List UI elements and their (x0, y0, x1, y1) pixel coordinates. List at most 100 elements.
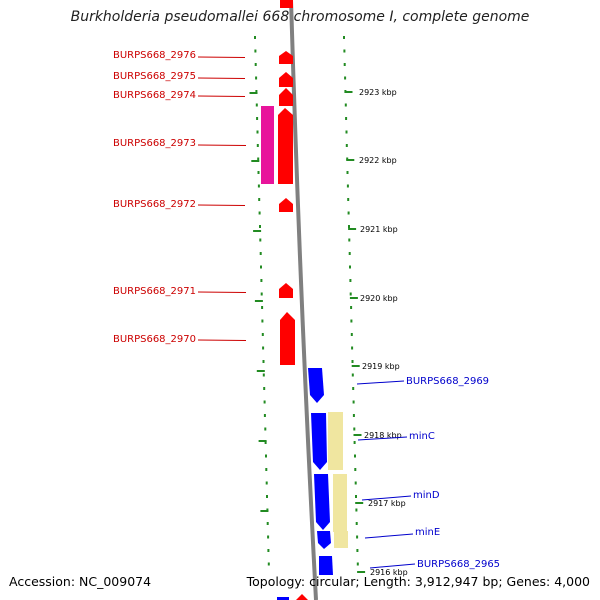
gene-mine (317, 531, 331, 549)
scale-label: 2922 kbp (359, 156, 397, 165)
ring-dot (351, 346, 354, 350)
ring-major-tick (260, 510, 269, 512)
scale-label: 2919 kbp (362, 362, 400, 371)
label-leader-line (197, 77, 246, 79)
ring-dot (266, 495, 268, 498)
gene-mind-alt (333, 474, 347, 532)
ring-dot (259, 238, 262, 242)
ring-dot (256, 130, 259, 134)
ring-dot (343, 36, 345, 39)
ring-dot (261, 306, 264, 309)
ring-dot (343, 49, 346, 53)
ring-major-tick (253, 230, 262, 232)
label-leader-line (364, 533, 414, 539)
ring-dot (255, 76, 258, 80)
gene-label[interactable]: BURPS668_2969 (406, 376, 489, 387)
label-leader-line (356, 380, 405, 385)
gene-label[interactable]: BURPS668_2974 (113, 90, 196, 101)
gene-label[interactable]: BURPS668_2971 (113, 286, 196, 297)
gene-label[interactable]: BURPS668_2976 (113, 50, 196, 61)
scale-major-tick (353, 434, 362, 436)
ring-dot (265, 481, 268, 485)
reverse-genes (277, 368, 348, 600)
ring-dot (257, 184, 260, 188)
ring-dot (354, 454, 356, 458)
ring-major-tick (256, 370, 265, 372)
genome-backbone (289, 0, 318, 600)
gene-bottom-partial-blue (277, 597, 289, 600)
ring-dot (261, 319, 264, 323)
gene-bottom-partial (296, 594, 308, 600)
label-leader-line (197, 95, 246, 97)
ring-dot (255, 103, 258, 107)
ring-dot (349, 279, 352, 282)
gene-label[interactable]: minE (415, 527, 440, 538)
ring-dot (345, 144, 348, 147)
ring-dot (255, 90, 258, 93)
ring-dot (266, 522, 269, 525)
gene-label[interactable]: BURPS668_2973 (113, 138, 196, 149)
scale-major-tick (344, 91, 353, 93)
scale-major-tick (346, 159, 355, 161)
ring-dot (265, 468, 268, 471)
gene-label[interactable]: BURPS668_2972 (113, 199, 196, 210)
label-leader-line (369, 563, 416, 569)
ring-dot (264, 441, 267, 444)
forward-gene-labels: BURPS668_2976 BURPS668_2975 BURPS668_2974 B… (113, 50, 247, 345)
gene-label[interactable]: minC (409, 431, 435, 442)
ring-dot (264, 427, 267, 431)
scale-major-tick (348, 228, 357, 230)
ring-dot (267, 535, 270, 539)
forward-genes (261, 0, 308, 600)
ring-dot (258, 198, 261, 201)
gene-burps668-2972 (279, 198, 293, 212)
gene-label[interactable]: minD (413, 490, 440, 501)
ring-dot (267, 549, 270, 552)
ring-dot (256, 144, 259, 147)
ring-major-tick (254, 300, 263, 302)
ring-dot (350, 319, 353, 323)
gene-label[interactable]: BURPS668_2965 (417, 559, 500, 570)
scale-major-tick (349, 297, 358, 299)
scale-label: 2923 kbp (359, 88, 397, 97)
gene-burps668-2976 (279, 51, 293, 64)
ring-dot (352, 400, 355, 404)
ring-dot (356, 562, 359, 566)
gene-label[interactable]: BURPS668_2975 (113, 71, 196, 82)
ring-major-tick (251, 160, 260, 162)
gene-burps668-2971 (279, 283, 293, 298)
ring-dot (267, 562, 270, 566)
gene-top-partial (280, 0, 293, 8)
ring-dot (350, 306, 353, 309)
ring-dot (353, 441, 356, 444)
scale-label: 2916 kbp (370, 568, 408, 577)
ring-dot (263, 400, 266, 404)
ring-dot (256, 117, 259, 120)
ring-dot (260, 265, 262, 269)
ring-dot (351, 360, 354, 363)
ring-dot (354, 481, 357, 485)
scale-label: 2921 kbp (360, 225, 398, 234)
gene-burps668-2969 (308, 368, 324, 403)
gene-burps668-2973 (278, 108, 293, 184)
ring-dot (258, 211, 261, 215)
gene-label[interactable]: BURPS668_2970 (113, 334, 196, 345)
gene-minc (311, 413, 327, 470)
label-leader-line (361, 495, 412, 501)
ring-dot (254, 49, 257, 53)
ring-dot (254, 36, 256, 39)
label-leader-line (197, 56, 246, 58)
ring-dot (350, 333, 353, 336)
scale-major-tick (355, 502, 364, 504)
reverse-gene-labels: BURPS668_2969 minC minD minE BURPS668_2965 (356, 376, 500, 570)
gene-minc-alt (328, 412, 343, 470)
scale-label: 2917 kbp (368, 499, 406, 508)
ring-dot (348, 238, 351, 242)
ring-dot (343, 63, 346, 66)
ring-dot (345, 130, 348, 134)
ring-dot (355, 495, 357, 498)
ring-dot (355, 508, 358, 512)
label-leader-line (197, 144, 247, 146)
ring-dot (257, 171, 260, 174)
